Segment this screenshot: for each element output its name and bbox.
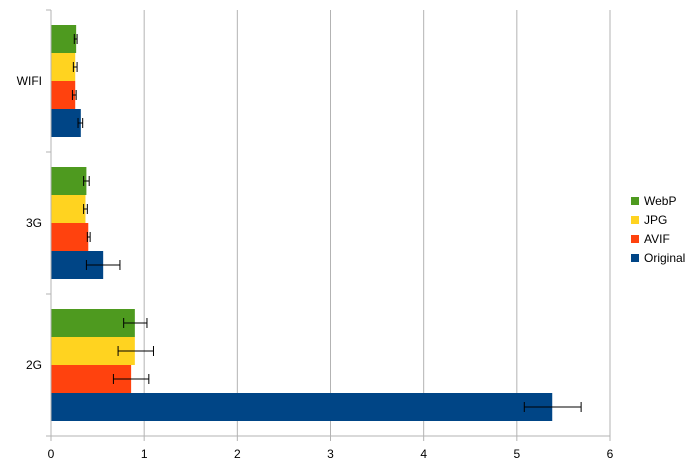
legend-swatch-webp (631, 197, 639, 205)
error-bar-original-wifi (77, 118, 84, 128)
bar-webp-wifi (51, 25, 77, 53)
x-tick-label-3: 3 (327, 447, 334, 461)
bar-avif-wifi (51, 81, 76, 109)
y-category-label-3g: 3G (26, 216, 42, 230)
bar-webp-2g (51, 309, 135, 337)
bar-original-wifi (51, 109, 81, 137)
y-category-label-wifi: WIFI (17, 74, 42, 88)
error-bar-avif-3g (86, 232, 91, 242)
error-bar-jpg-2g (117, 346, 154, 356)
bar-original-2g (51, 393, 553, 421)
x-tick-label-1: 1 (141, 447, 148, 461)
bar-jpg-wifi (51, 53, 76, 81)
legend-swatch-original (631, 254, 639, 262)
x-tick-label-4: 4 (420, 447, 427, 461)
bars (51, 25, 553, 421)
x-axis-ticks: 0 1 2 3 4 5 6 (48, 436, 614, 461)
legend-label-avif: AVIF (644, 232, 670, 246)
legend-swatch-avif (631, 235, 639, 243)
x-tick-label-2: 2 (234, 447, 241, 461)
error-bar-original-3g (85, 260, 121, 270)
error-bar-webp-3g (83, 176, 90, 186)
legend: WebP JPG AVIF Original (631, 194, 685, 265)
legend-label-original: Original (644, 251, 685, 265)
error-bars (71, 34, 582, 412)
legend-label-jpg: JPG (644, 213, 667, 227)
error-bar-webp-2g (123, 318, 148, 328)
error-bar-webp-wifi (73, 34, 78, 44)
legend-swatch-jpg (631, 216, 639, 224)
legend-label-webp: WebP (644, 194, 676, 208)
error-bar-jpg-3g (83, 204, 88, 214)
x-tick-label-0: 0 (48, 447, 55, 461)
bar-jpg-3g (51, 195, 86, 223)
bar-webp-3g (51, 167, 87, 195)
bar-avif-3g (51, 223, 89, 251)
x-tick-label-6: 6 (607, 447, 614, 461)
error-bar-avif-2g (112, 374, 150, 384)
error-bar-jpg-wifi (72, 62, 78, 72)
y-axis-ticks: WIFI 3G 2G (17, 9, 51, 437)
error-bar-original-2g (523, 402, 582, 412)
y-category-label-2g: 2G (26, 358, 42, 372)
gridlines (143, 10, 611, 436)
error-bar-avif-wifi (71, 90, 77, 100)
x-tick-label-5: 5 (513, 447, 520, 461)
